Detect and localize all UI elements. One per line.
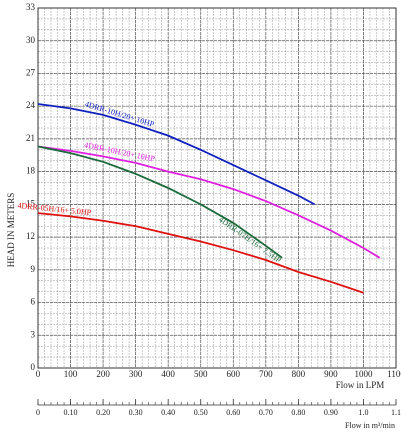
series-label: 4DRR-07H/16+ 7.5HP	[217, 215, 283, 265]
series-line	[37, 145, 381, 259]
x2-tick-label: 0.10	[64, 408, 78, 417]
y-tick-label: 0	[31, 362, 36, 372]
y-tick-label: 6	[31, 297, 36, 307]
x2-tick-label: 0.50	[194, 408, 208, 417]
x-axis-label: Flow in LPM	[336, 380, 385, 390]
x2-tick-label: 0.60	[226, 408, 240, 417]
y-tick-label: 30	[26, 35, 36, 45]
y-tick-label: 21	[26, 133, 35, 143]
x2-tick-label: 1.0	[358, 408, 368, 417]
y-tick-label: 12	[26, 231, 35, 241]
y-tick-label: 3	[31, 329, 36, 339]
x2-tick-label: 0.90	[324, 408, 338, 417]
y-tick-label: 24	[26, 100, 36, 110]
x-tick-label: 200	[96, 369, 110, 379]
y-axis-label: HEAD IN METERS	[6, 193, 16, 268]
plot-frame	[37, 7, 397, 369]
x2-tick-label: 0.80	[291, 408, 305, 417]
x2-tick-label: 0.40	[161, 408, 175, 417]
x2-tick-label: 0.70	[259, 408, 273, 417]
x2-axis-label: Flow in m³/min	[345, 421, 395, 430]
x-tick-label: 700	[259, 369, 273, 379]
series-line	[37, 212, 364, 294]
y-tick-label: 9	[31, 264, 36, 274]
x-tick-label: 1000	[354, 369, 373, 379]
x2-tick-label: 0.20	[96, 408, 110, 417]
x2-tick-label: 0.30	[129, 408, 143, 417]
x-tick-label: 100	[64, 369, 78, 379]
series-label: 4DRR-10H/20+ 10HP	[84, 99, 156, 129]
y-tick-label: 15	[26, 198, 36, 208]
x-tick-label: 0	[36, 369, 41, 379]
x2-tick-label: 0	[36, 408, 40, 417]
x-tick-label: 400	[161, 369, 175, 379]
x-tick-label: 800	[292, 369, 306, 379]
x2-tick-label: 1.1	[391, 408, 401, 417]
y-tick-label: 27	[26, 68, 36, 78]
y-tick-label: 33	[26, 2, 36, 12]
x-tick-label: 600	[227, 369, 241, 379]
x-tick-label: 900	[324, 369, 338, 379]
series-line	[37, 103, 316, 206]
x-tick-label: 300	[129, 369, 143, 379]
x-tick-label: 500	[194, 369, 208, 379]
y-tick-label: 18	[26, 166, 36, 176]
series-line	[37, 145, 283, 259]
